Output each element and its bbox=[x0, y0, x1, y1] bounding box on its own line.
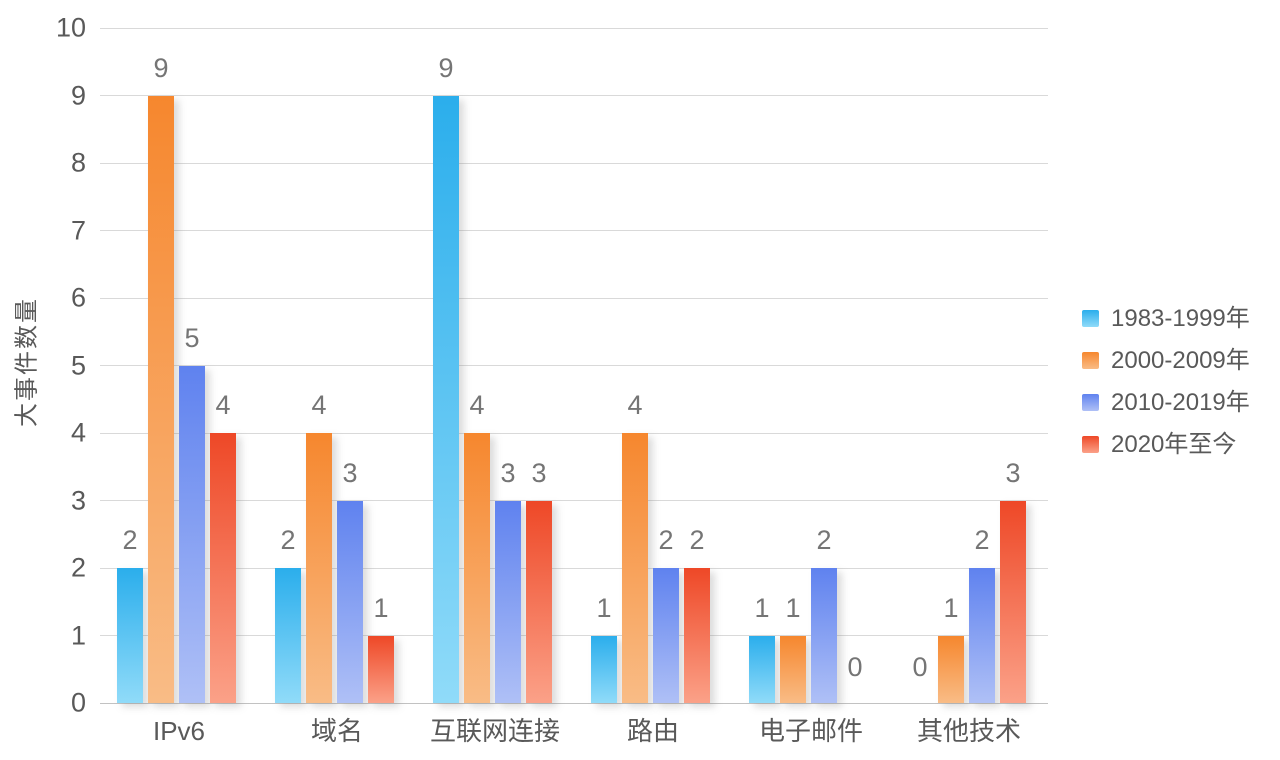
data-label-域名-1983-1999年: 2 bbox=[280, 525, 296, 555]
data-label-电子邮件-1983-1999年: 1 bbox=[754, 592, 770, 623]
y-tick-label-1: 1 bbox=[70, 620, 86, 650]
bar-其他技术-2000-2009年 bbox=[938, 635, 964, 703]
y-tick-label-5: 5 bbox=[70, 350, 86, 380]
y-tick-label-4: 4 bbox=[70, 417, 86, 448]
x-tick-label-路由: 路由 bbox=[626, 716, 680, 746]
bar-路由-2020年至今 bbox=[684, 568, 710, 703]
bar-IPv6-2020年至今 bbox=[210, 433, 236, 703]
bar-互联网连接-1983-1999年 bbox=[433, 95, 459, 703]
data-label-其他技术-1983-1999年: 0 bbox=[912, 652, 928, 682]
bar-域名-1983-1999年 bbox=[275, 568, 301, 703]
gridline-8 bbox=[100, 162, 1048, 164]
x-tick-label-互联网连接: 互联网连接 bbox=[429, 716, 561, 746]
data-label-电子邮件-2010-2019年: 2 bbox=[816, 525, 832, 555]
legend-item-1: 2000-2009年 bbox=[1082, 348, 1250, 373]
bar-互联网连接-2020年至今 bbox=[526, 500, 552, 703]
data-label-路由-2020年至今: 2 bbox=[689, 525, 705, 555]
x-tick-label-IPv6: IPv6 bbox=[152, 716, 206, 746]
gridline-3 bbox=[100, 500, 1048, 501]
legend-label: 2010-2019年 bbox=[1111, 388, 1250, 416]
data-label-互联网连接-2020年至今: 3 bbox=[531, 457, 547, 488]
legend-swatch-icon bbox=[1082, 310, 1099, 327]
bar-路由-2010-2019年 bbox=[653, 568, 679, 703]
legend-label: 2020年至今 bbox=[1111, 430, 1237, 458]
bar-路由-1983-1999年 bbox=[591, 635, 617, 703]
legend-item-0: 1983-1999年 bbox=[1082, 306, 1250, 331]
data-label-域名-2010-2019年: 3 bbox=[342, 457, 358, 488]
bar-IPv6-2010-2019年 bbox=[179, 365, 205, 703]
legend-swatch-icon bbox=[1082, 394, 1099, 411]
legend-label: 2000-2009年 bbox=[1111, 346, 1250, 374]
data-label-路由-2000-2009年: 4 bbox=[627, 390, 643, 420]
y-tick-label-6: 6 bbox=[70, 282, 86, 313]
x-tick-label-其他技术: 其他技术 bbox=[916, 716, 1022, 746]
gridline-4 bbox=[100, 432, 1048, 434]
gridline-1 bbox=[100, 635, 1048, 636]
bar-电子邮件-2000-2009年 bbox=[780, 635, 806, 703]
y-tick-label-10: 10 bbox=[55, 12, 86, 43]
legend: 1983-1999年 2000-2009年 2010-2019年 2020年至今 bbox=[1082, 306, 1250, 457]
data-label-IPv6-2010-2019年: 5 bbox=[184, 322, 200, 353]
data-label-互联网连接-2000-2009年: 4 bbox=[469, 390, 485, 420]
gridline-2 bbox=[100, 567, 1048, 569]
y-tick-label-0: 0 bbox=[70, 687, 86, 718]
data-label-其他技术-2010-2019年: 2 bbox=[974, 525, 990, 555]
gridline-5 bbox=[100, 365, 1048, 366]
gridline-7 bbox=[100, 230, 1048, 231]
data-label-域名-2020年至今: 1 bbox=[373, 592, 389, 623]
x-tick-label-域名: 域名 bbox=[310, 716, 364, 746]
y-tick-label-7: 7 bbox=[70, 215, 86, 245]
legend-item-2: 2010-2019年 bbox=[1082, 390, 1250, 415]
gridline-10 bbox=[100, 27, 1048, 29]
data-label-路由-1983-1999年: 1 bbox=[596, 592, 612, 623]
data-label-IPv6-2020年至今: 4 bbox=[215, 390, 231, 420]
data-label-其他技术-2000-2009年: 1 bbox=[943, 592, 959, 623]
data-label-其他技术-2020年至今: 3 bbox=[1005, 457, 1021, 488]
bar-路由-2000-2009年 bbox=[622, 433, 648, 703]
bar-其他技术-2010-2019年 bbox=[969, 568, 995, 703]
legend-item-3: 2020年至今 bbox=[1082, 432, 1250, 457]
data-label-互联网连接-2010-2019年: 3 bbox=[500, 457, 516, 488]
legend-swatch-icon bbox=[1082, 436, 1099, 453]
bar-域名-2000-2009年 bbox=[306, 433, 332, 703]
y-tick-label-9: 9 bbox=[70, 80, 86, 110]
data-label-路由-2010-2019年: 2 bbox=[658, 525, 674, 555]
data-label-电子邮件-2000-2009年: 1 bbox=[785, 592, 801, 623]
data-label-电子邮件-2020年至今: 0 bbox=[847, 652, 863, 682]
data-label-IPv6-2000-2009年: 9 bbox=[153, 52, 169, 83]
bar-域名-2010-2019年 bbox=[337, 500, 363, 703]
gridline-9 bbox=[100, 95, 1048, 96]
bar-互联网连接-2010-2019年 bbox=[495, 500, 521, 703]
bar-IPv6-2000-2009年 bbox=[148, 95, 174, 703]
y-tick-label-8: 8 bbox=[70, 147, 86, 178]
bar-电子邮件-2010-2019年 bbox=[811, 568, 837, 703]
data-label-域名-2000-2009年: 4 bbox=[311, 390, 327, 420]
y-tick-label-2: 2 bbox=[70, 552, 86, 583]
gridline-6 bbox=[100, 297, 1048, 299]
x-tick-label-电子邮件: 电子邮件 bbox=[758, 716, 864, 746]
bar-互联网连接-2000-2009年 bbox=[464, 433, 490, 703]
gridline-0 bbox=[100, 702, 1048, 704]
bar-电子邮件-1983-1999年 bbox=[749, 635, 775, 703]
bar-IPv6-1983-1999年 bbox=[117, 568, 143, 703]
y-tick-label-3: 3 bbox=[70, 485, 86, 515]
bar-域名-2020年至今 bbox=[368, 635, 394, 703]
data-label-互联网连接-1983-1999年: 9 bbox=[438, 52, 454, 83]
bar-其他技术-2020年至今 bbox=[1000, 500, 1026, 703]
legend-swatch-icon bbox=[1082, 352, 1099, 369]
data-label-IPv6-1983-1999年: 2 bbox=[122, 525, 138, 555]
legend-label: 1983-1999年 bbox=[1111, 304, 1250, 332]
